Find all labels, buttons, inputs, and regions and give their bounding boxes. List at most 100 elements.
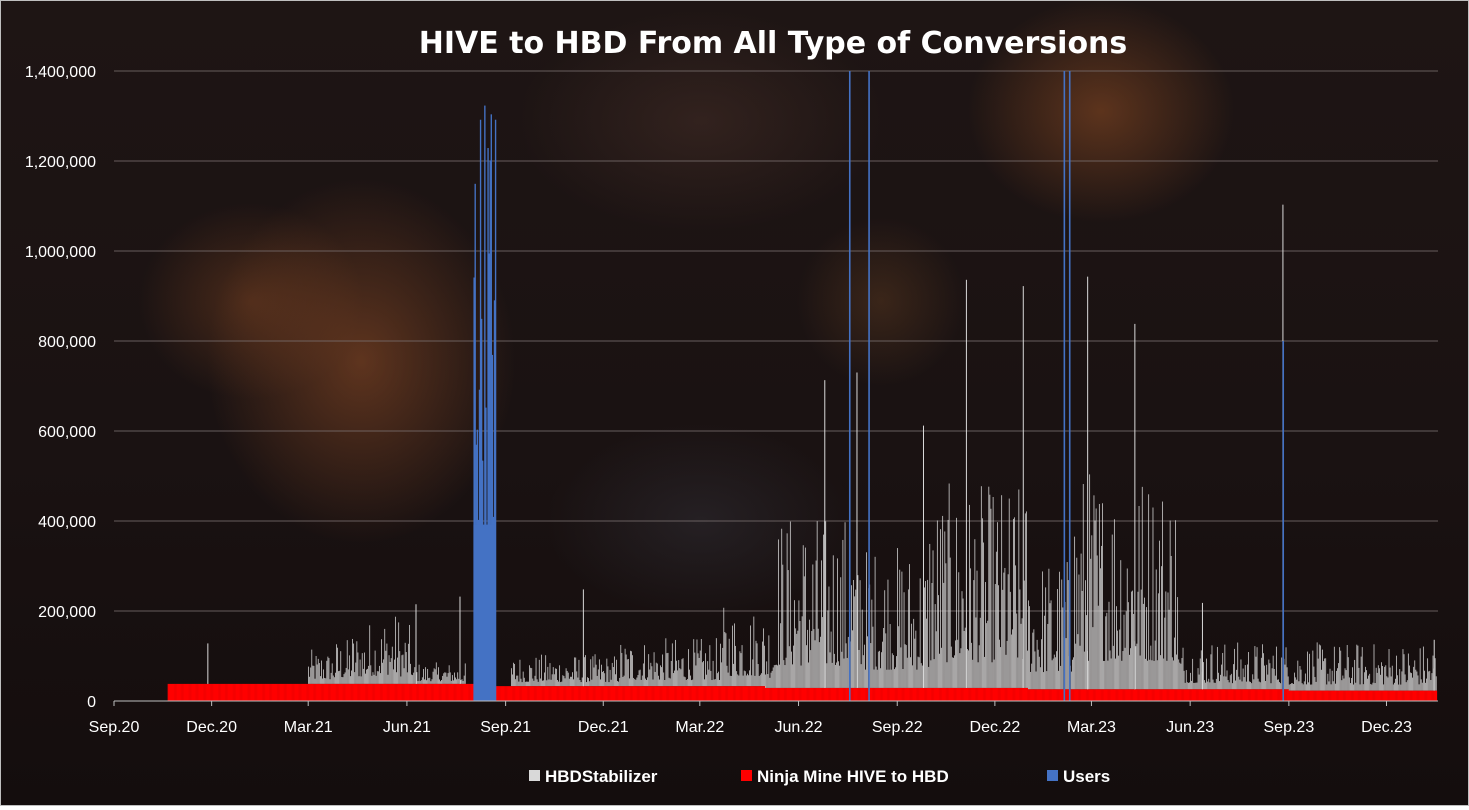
bar-hbdstabilizer [785, 657, 787, 688]
bar-hbdstabilizer [1388, 649, 1390, 691]
bar-ninja-mine [1311, 690, 1313, 701]
bar-ninja-mine [814, 687, 816, 701]
bar-hbdstabilizer [381, 639, 382, 684]
bar-ninja-mine [726, 686, 728, 701]
bar-ninja-mine [1319, 690, 1322, 701]
bar-hbdstabilizer [1359, 684, 1361, 691]
bar-hbdstabilizer [944, 531, 946, 688]
bar-ninja-mine [567, 686, 570, 701]
bar-hbdstabilizer [1424, 670, 1425, 691]
bar-ninja-mine [1390, 690, 1393, 701]
bar-ninja-mine [325, 683, 327, 701]
bar-ninja-mine [1427, 690, 1429, 701]
bar-ninja-mine [1106, 689, 1108, 701]
bar-ninja-mine [1372, 690, 1374, 701]
bar-hbdstabilizer [941, 647, 942, 688]
bar-ninja-mine [375, 683, 378, 701]
bar-hbdstabilizer [866, 552, 867, 688]
bar-hbdstabilizer [401, 655, 403, 684]
bar-hbdstabilizer [348, 655, 350, 684]
bar-hbdstabilizer [627, 659, 629, 687]
bar-hbdstabilizer [526, 681, 527, 687]
bar-ninja-mine [229, 683, 232, 701]
bar-hbdstabilizer [678, 660, 680, 687]
bar-ninja-mine [327, 683, 329, 701]
bar-hbdstabilizer [1352, 667, 1353, 691]
bar-ninja-mine [323, 683, 325, 701]
bar-hbdstabilizer [1120, 560, 1122, 690]
bar-hbdstabilizer [753, 616, 755, 687]
bar-ninja-mine [533, 686, 535, 701]
bar-users-block [473, 524, 496, 701]
bar-hbdstabilizer [818, 642, 820, 688]
bar-ninja-mine [459, 683, 461, 701]
bar-ninja-mine [1280, 689, 1282, 701]
bar-hbdstabilizer [1094, 520, 1096, 690]
bar-hbdstabilizer [953, 657, 954, 688]
bar-hbdstabilizer [1319, 645, 1321, 691]
bar-ninja-mine [391, 683, 394, 701]
bar-ninja-mine [1271, 689, 1273, 701]
bar-ninja-mine [1302, 690, 1305, 701]
bar-ninja-mine [1200, 689, 1203, 701]
bar-hbdstabilizer [689, 669, 690, 687]
bar-hbdstabilizer [812, 564, 814, 688]
bar-ninja-mine [839, 687, 841, 701]
bar-ninja-mine [979, 687, 982, 701]
bar-hbdstabilizer [859, 580, 861, 688]
bar-hbdstabilizer [575, 657, 577, 687]
bar-hbdstabilizer [1001, 495, 1003, 688]
bar-ninja-mine [532, 686, 534, 701]
bar-ninja-mine [502, 686, 504, 701]
bar-hbdstabilizer [1362, 684, 1364, 691]
bar-ninja-mine [197, 683, 199, 701]
bar-ninja-mine [825, 687, 827, 701]
bar-ninja-mine [605, 686, 607, 701]
bar-hbdstabilizer [1128, 654, 1130, 690]
bar-ninja-mine [674, 686, 676, 701]
bar-ninja-mine [233, 683, 235, 701]
bar-ninja-mine [1321, 690, 1323, 701]
bar-hbdstabilizer [1289, 684, 1291, 691]
bar-hbdstabilizer [433, 668, 435, 684]
bar-hbdstabilizer [955, 640, 956, 688]
bar-ninja-mine [403, 683, 405, 701]
bar-ninja-mine [1430, 690, 1432, 701]
bar-hbdstabilizer [688, 649, 689, 687]
bar-ninja-mine [189, 683, 191, 701]
bar-hbdstabilizer [693, 639, 695, 687]
bar-ninja-mine [958, 687, 960, 701]
bar-ninja-mine [947, 687, 949, 701]
bar-hbdstabilizer [1181, 658, 1183, 690]
bar-hbdstabilizer [342, 677, 344, 684]
bar-ninja-mine [1115, 689, 1117, 701]
bar-ninja-mine [874, 687, 876, 701]
bar-hbdstabilizer [1256, 647, 1258, 690]
bar-ninja-mine [442, 683, 444, 701]
bar-ninja-mine [1163, 689, 1165, 701]
bar-ninja-mine [500, 686, 502, 701]
bar-hbdstabilizer [1309, 653, 1310, 691]
x-tick-label: Dec.20 [186, 719, 237, 736]
bar-hbdstabilizer [1429, 670, 1431, 691]
bar-hbdstabilizer [1293, 683, 1294, 691]
x-tick-label: Sep.21 [480, 719, 531, 736]
bar-hbdstabilizer [894, 669, 895, 688]
bar-hbdstabilizer [788, 646, 790, 688]
bar-hbdstabilizer [1113, 519, 1115, 690]
bar-hbdstabilizer [602, 671, 603, 687]
bar-ninja-mine [365, 683, 367, 701]
bar-hbdstabilizer [1210, 654, 1212, 690]
bar-ninja-mine [918, 687, 920, 701]
bar-ninja-mine [901, 687, 903, 701]
bar-hbdstabilizer [521, 682, 523, 687]
bar-ninja-mine [1435, 690, 1438, 701]
bar-ninja-mine [503, 686, 505, 701]
bar-hbdstabilizer [314, 678, 316, 684]
bar-ninja-mine [867, 687, 869, 701]
bar-ninja-mine [506, 686, 508, 701]
bar-ninja-mine [719, 686, 721, 701]
bar-hbdstabilizer [395, 616, 396, 684]
x-tick-label: Sep.20 [89, 719, 140, 736]
bar-ninja-mine [383, 683, 385, 701]
